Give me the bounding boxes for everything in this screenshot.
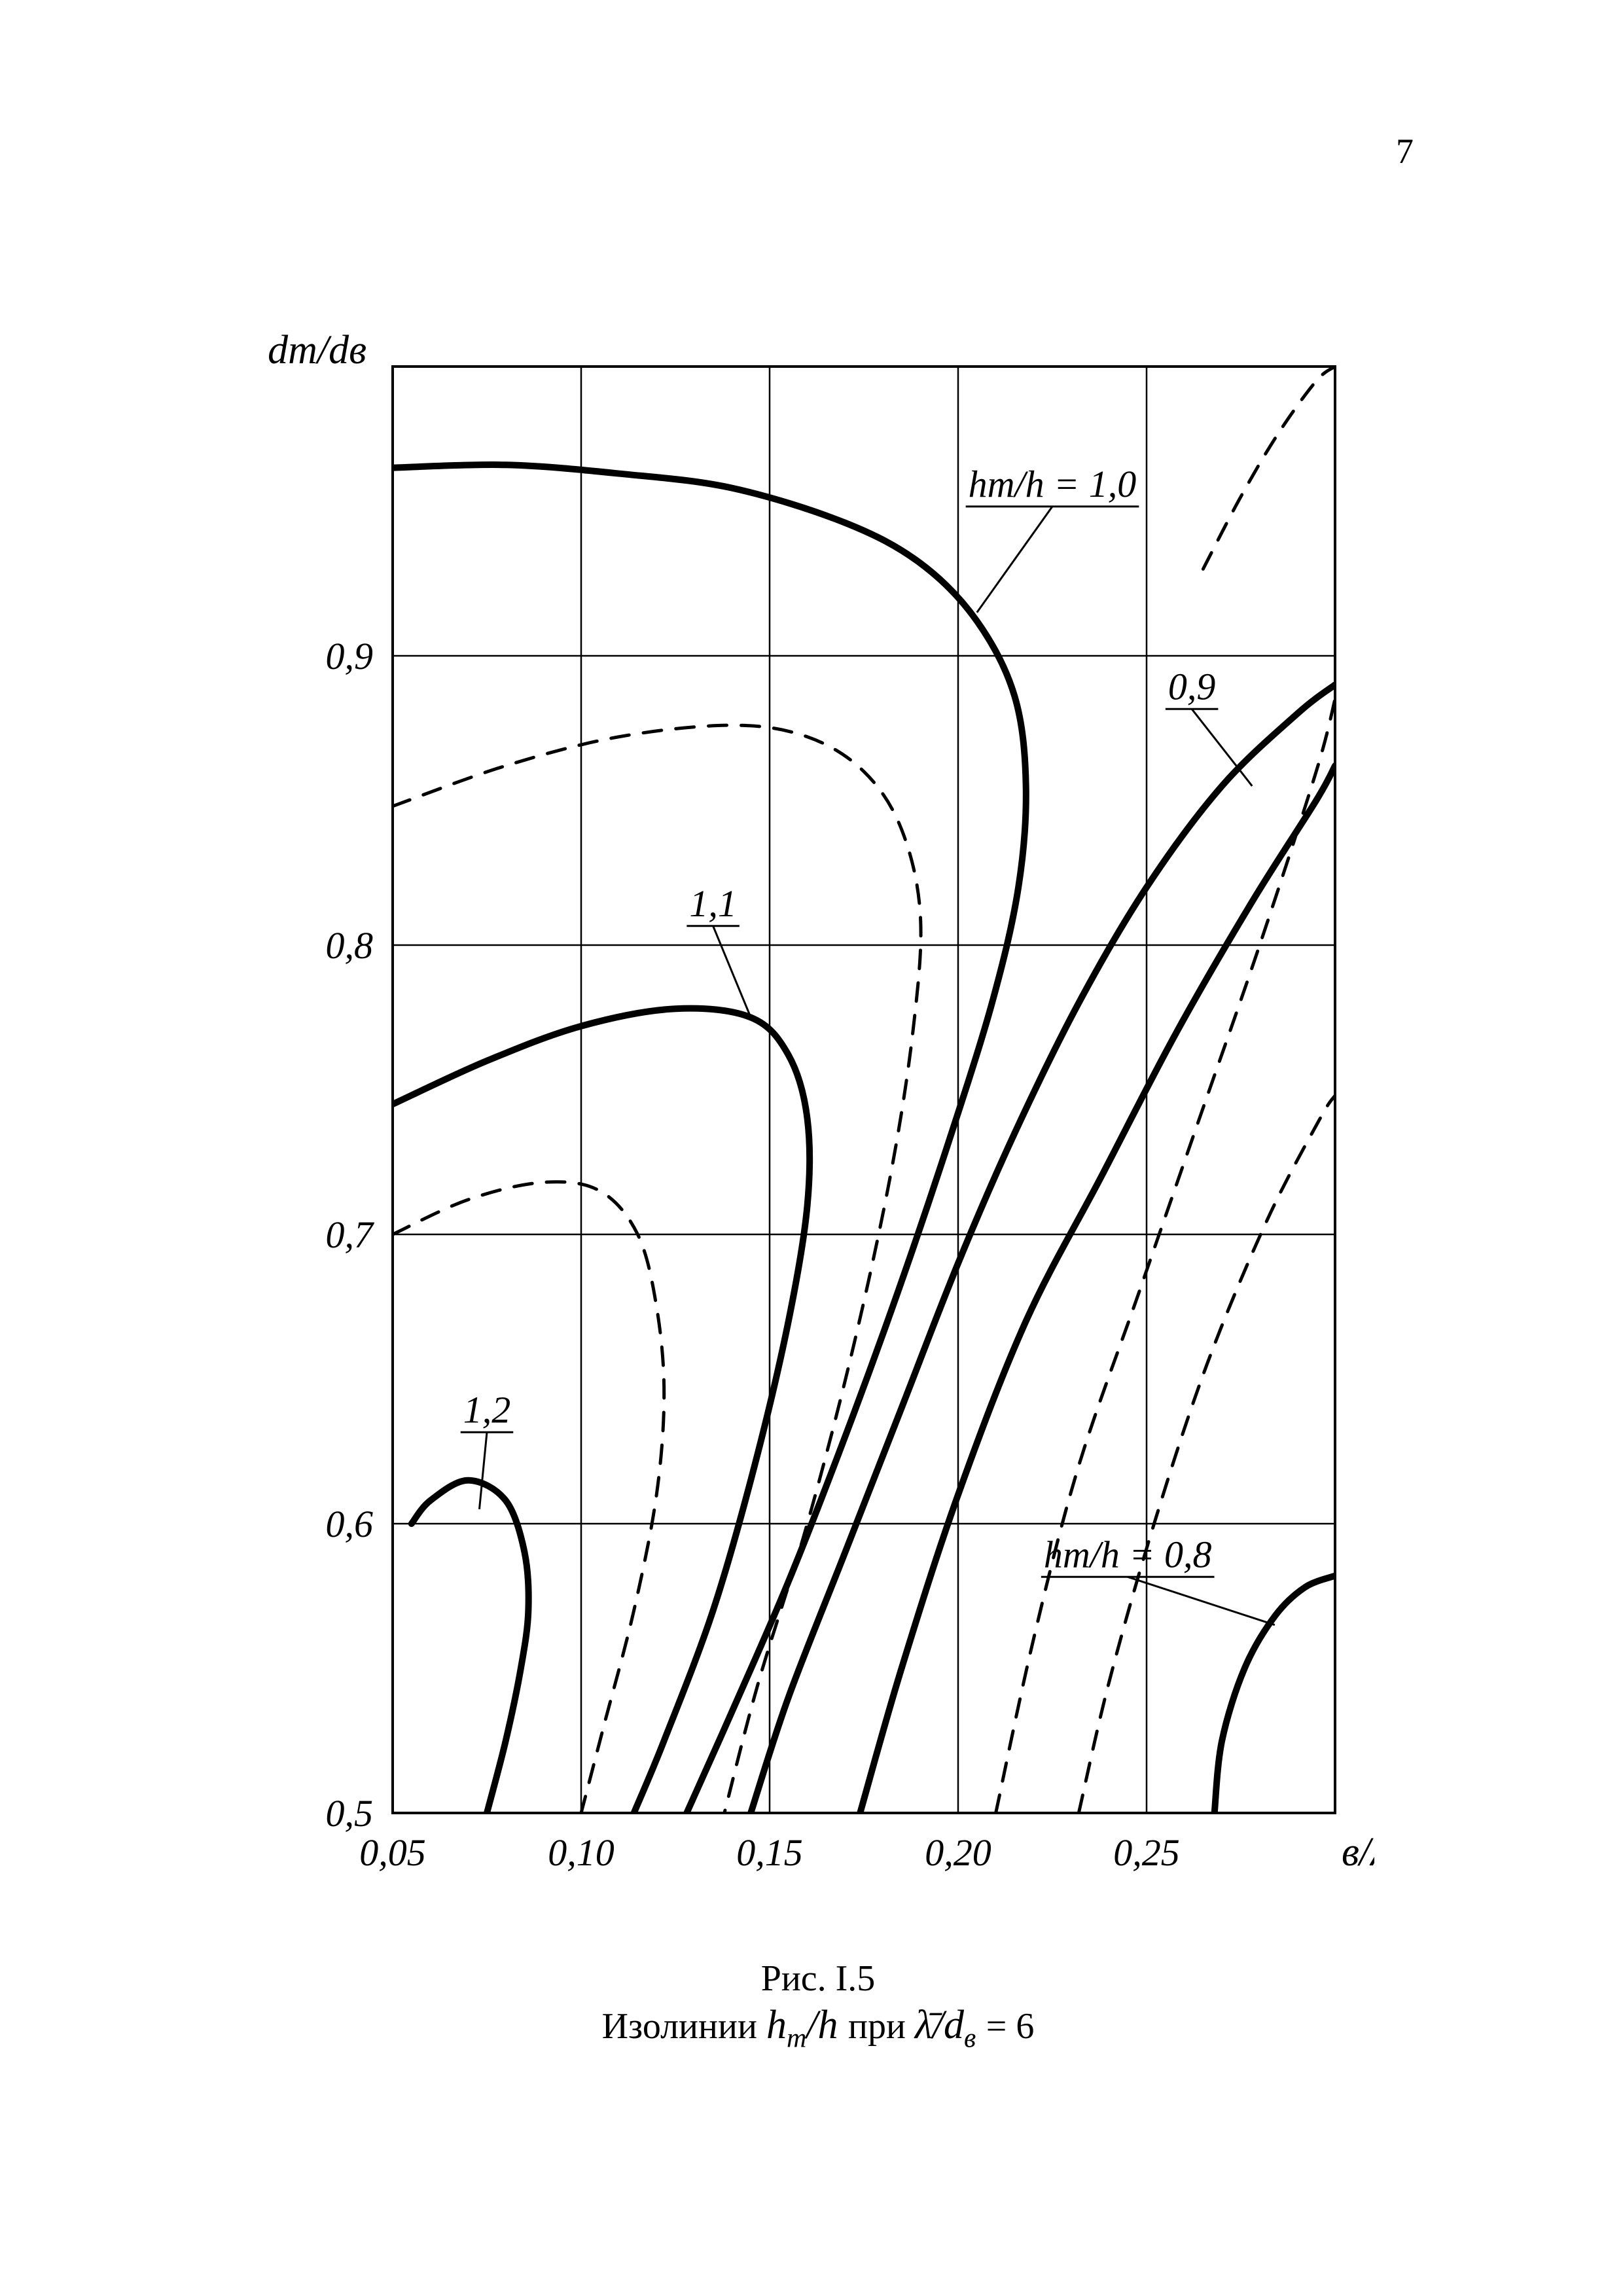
x-tick-label: 0,05 (359, 1831, 426, 1874)
y-tick-label: 0,7 (326, 1213, 375, 1256)
y-tick-label: 0,8 (326, 924, 374, 967)
curve-label: hт/h = 0,8 (1044, 1533, 1212, 1575)
curve-label: hт/h = 1,0 (969, 463, 1137, 505)
figure-caption: Рис. I.5 Изолинии hт/h при λ̄/dв = 6 (262, 1957, 1374, 2055)
curve-label: 1,2 (463, 1388, 511, 1431)
caption-line-2: Изолинии hт/h при λ̄/dв = 6 (262, 2001, 1374, 2055)
caption-prefix: Изолинии (602, 2006, 766, 2047)
caption-fig-number: Рис. I.5 (761, 1958, 876, 1999)
y-axis-label: dт/dв (268, 328, 366, 372)
isoline-chart: 0,05 0,10 0,15 0,20 0,25 0,5 0,6 0,7 0,8 0,9 dт/dв… (262, 327, 1374, 1931)
curve-label: 1,1 (689, 882, 737, 925)
y-tick-label: 0,6 (326, 1503, 374, 1545)
caption-frac1: hт/h (766, 2003, 848, 2047)
x-tick-label: 0,25 (1113, 1831, 1180, 1874)
y-tick-label: 0,5 (326, 1792, 374, 1835)
x-tick-label: 0,10 (548, 1831, 615, 1874)
caption-frac2: λ̄/dв (915, 2003, 986, 2047)
plot-frame (393, 367, 1335, 1813)
curve-label: 0,9 (1168, 665, 1216, 708)
x-tick-label: 0,15 (736, 1831, 803, 1874)
x-axis-label: в/λ̄ (1342, 1830, 1374, 1874)
caption-eq: = 6 (986, 2006, 1035, 2047)
x-tick-label: 0,20 (925, 1831, 991, 1874)
y-tick-label: 0,9 (326, 635, 374, 677)
caption-line-1: Рис. I.5 (262, 1957, 1374, 2001)
caption-mid: при (848, 2006, 915, 2047)
page-number: 7 (1396, 131, 1414, 171)
